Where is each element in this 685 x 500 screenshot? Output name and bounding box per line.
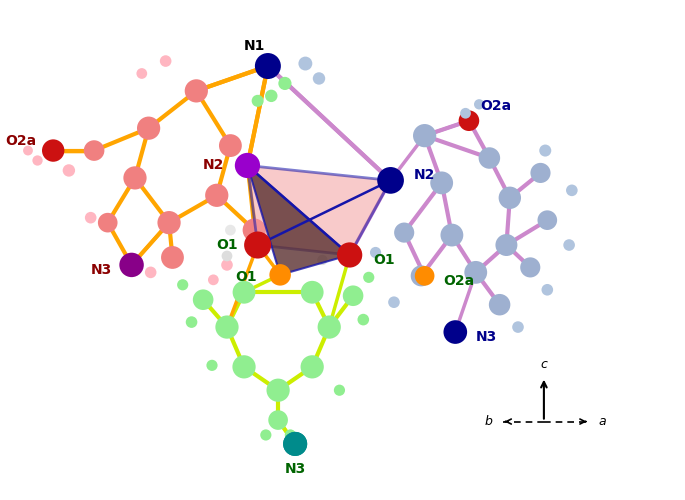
Point: [300, 60, 311, 68]
Point: [164, 218, 175, 226]
Text: b: b: [485, 415, 493, 428]
Text: O1: O1: [235, 270, 257, 284]
Point: [566, 186, 577, 194]
Point: [358, 316, 369, 324]
Point: [160, 57, 171, 65]
Point: [225, 142, 236, 150]
Point: [279, 80, 290, 88]
Point: [221, 252, 232, 260]
Point: [238, 363, 249, 371]
Point: [273, 386, 284, 394]
Point: [285, 431, 296, 439]
Point: [129, 174, 140, 182]
Point: [525, 264, 536, 272]
Point: [260, 431, 271, 439]
Point: [273, 416, 284, 424]
Point: [542, 216, 553, 224]
Point: [334, 386, 345, 394]
Text: O2a: O2a: [443, 274, 474, 288]
Text: a: a: [599, 415, 606, 428]
Point: [484, 154, 495, 162]
Point: [471, 268, 482, 276]
Point: [564, 241, 575, 249]
Point: [347, 292, 358, 300]
Point: [317, 256, 328, 264]
Point: [191, 87, 202, 95]
Point: [535, 169, 546, 177]
Point: [436, 179, 447, 187]
Point: [48, 146, 59, 154]
Point: [307, 288, 318, 296]
Text: N3: N3: [90, 263, 112, 277]
Point: [504, 194, 515, 202]
Point: [388, 298, 399, 306]
Point: [186, 318, 197, 326]
Point: [385, 176, 396, 184]
Point: [143, 124, 154, 132]
Point: [145, 268, 156, 276]
Point: [494, 300, 505, 308]
Point: [314, 74, 325, 82]
Text: O1: O1: [216, 238, 238, 252]
Point: [225, 226, 236, 234]
Text: c: c: [540, 358, 547, 371]
Point: [242, 162, 253, 170]
Point: [419, 272, 430, 280]
Point: [307, 363, 318, 371]
Polygon shape: [247, 166, 349, 275]
Text: O1: O1: [373, 253, 395, 267]
Point: [290, 440, 301, 448]
Text: O2a: O2a: [481, 99, 512, 113]
Point: [85, 214, 96, 222]
Text: N3: N3: [284, 462, 306, 476]
Point: [344, 251, 355, 259]
Text: N2: N2: [203, 158, 224, 172]
Point: [324, 323, 335, 331]
Point: [88, 146, 99, 154]
Point: [262, 62, 273, 70]
Point: [450, 328, 461, 336]
Point: [208, 276, 219, 284]
Text: N1: N1: [244, 39, 265, 53]
Point: [167, 254, 178, 262]
Text: N3: N3: [475, 330, 497, 344]
Point: [221, 323, 232, 331]
Point: [32, 156, 43, 164]
Point: [206, 362, 217, 370]
Point: [238, 288, 249, 296]
Point: [249, 226, 260, 234]
Point: [266, 92, 277, 100]
Point: [501, 241, 512, 249]
Point: [126, 261, 137, 269]
Point: [399, 228, 410, 236]
Point: [198, 296, 209, 304]
Point: [447, 231, 458, 239]
Point: [416, 272, 427, 280]
Point: [540, 146, 551, 154]
Point: [221, 261, 232, 269]
Point: [252, 97, 263, 105]
Point: [275, 271, 286, 279]
Point: [363, 274, 374, 281]
Point: [290, 440, 301, 448]
Text: O2a: O2a: [5, 134, 37, 147]
Point: [252, 241, 263, 249]
Point: [542, 286, 553, 294]
Point: [211, 192, 222, 200]
Point: [102, 218, 113, 226]
Point: [464, 116, 475, 124]
Point: [473, 100, 484, 108]
Polygon shape: [247, 166, 390, 255]
Point: [64, 166, 75, 174]
Point: [23, 146, 34, 154]
Text: N2: N2: [414, 168, 436, 182]
Point: [177, 281, 188, 289]
Point: [370, 248, 381, 256]
Point: [460, 110, 471, 118]
Point: [136, 70, 147, 78]
Point: [419, 132, 430, 140]
Point: [512, 323, 523, 331]
